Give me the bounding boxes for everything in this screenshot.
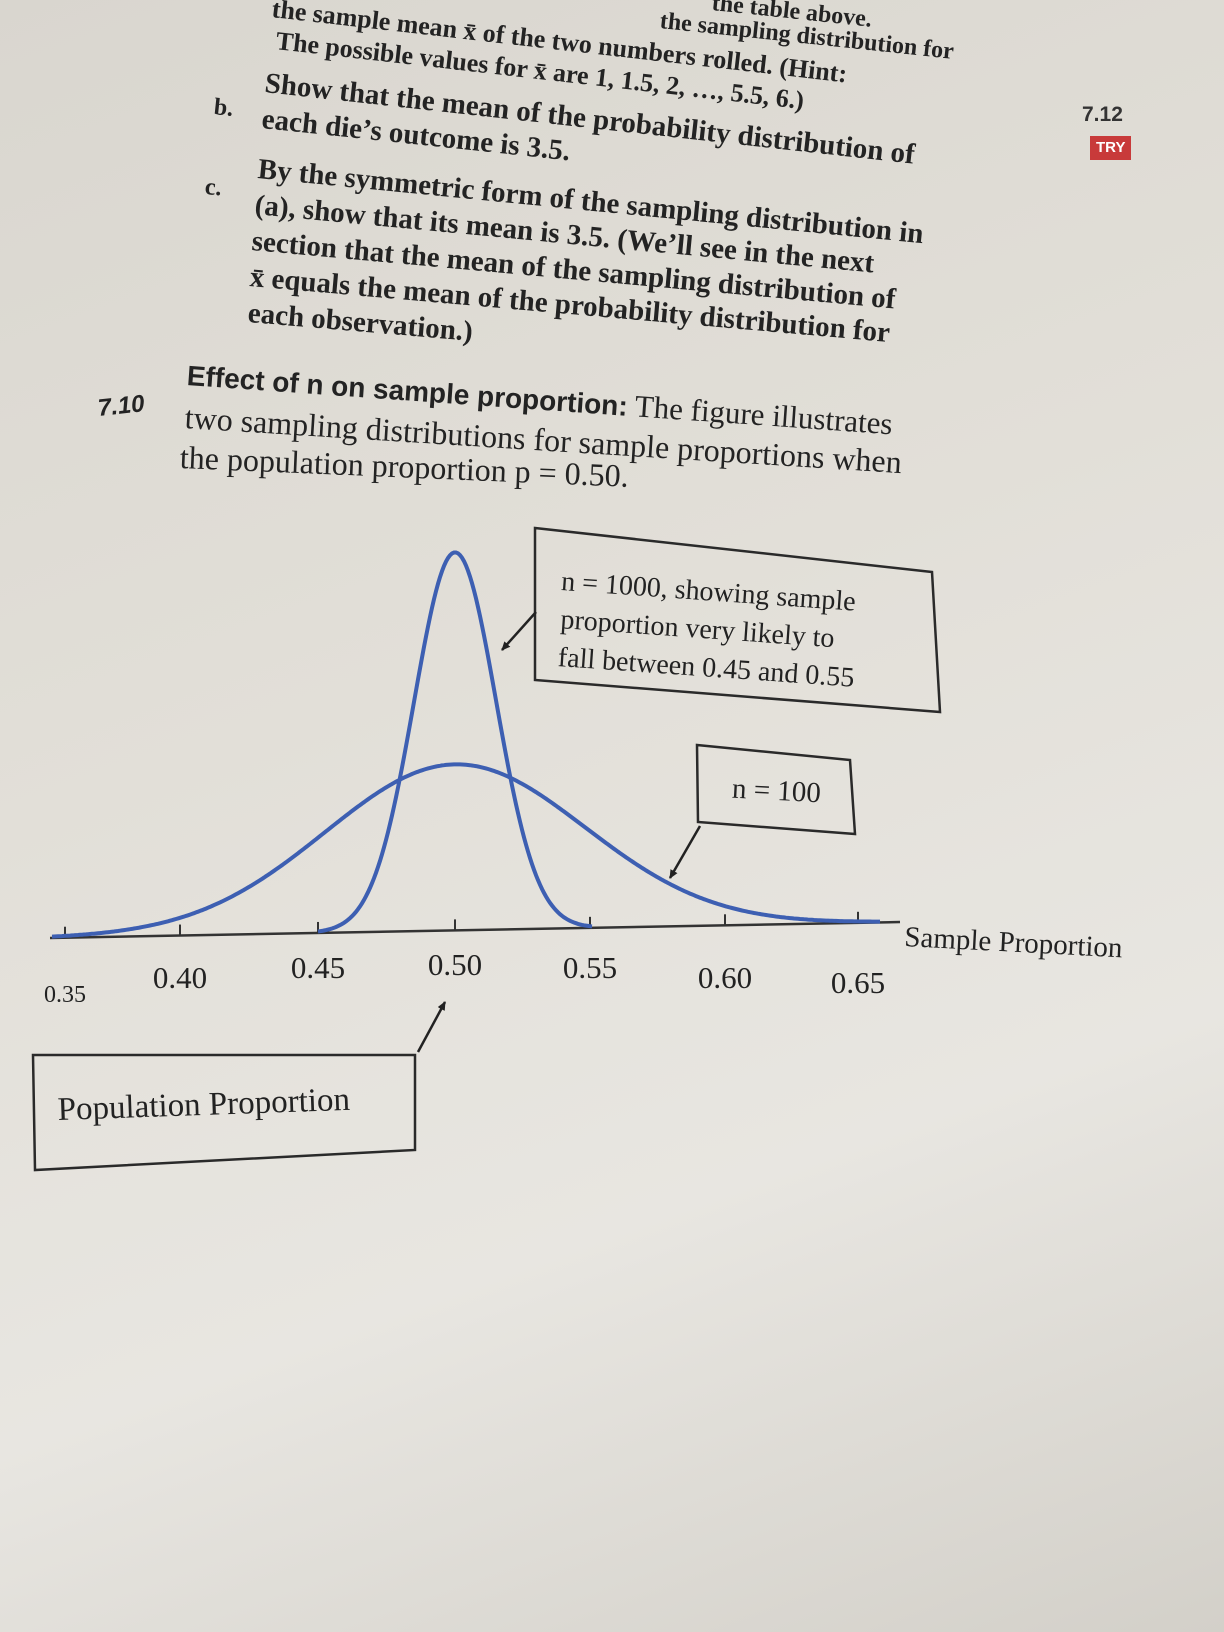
curve-narrow <box>317 550 593 934</box>
label-box <box>31 1053 417 1172</box>
callout-box <box>695 743 857 836</box>
tick-label: 0.65 <box>831 965 885 1000</box>
tick-label: 0.35 <box>44 982 86 1008</box>
callout-box <box>533 526 942 714</box>
callout-arrow <box>501 611 537 651</box>
margin-tag: TRY <box>1090 136 1132 160</box>
margin-number: 7.12 <box>1082 103 1123 126</box>
tick-label: 0.55 <box>563 950 617 985</box>
label-arrow <box>416 1001 447 1053</box>
callout-text: n = 1000, showing sample proportion very… <box>557 566 857 694</box>
tick-label: 0.60 <box>698 960 752 995</box>
tick-label: 0.50 <box>428 947 482 982</box>
callout-label: n = 100 <box>731 773 821 810</box>
tick-label: 0.45 <box>291 950 345 985</box>
tick-label: 0.40 <box>153 960 207 995</box>
curve-wide <box>51 762 880 939</box>
axis-label: Sample Proportion <box>904 921 1124 964</box>
population-label: Population Proportion <box>57 1082 351 1128</box>
x-axis <box>49 920 901 940</box>
callout-arrow <box>668 825 702 879</box>
